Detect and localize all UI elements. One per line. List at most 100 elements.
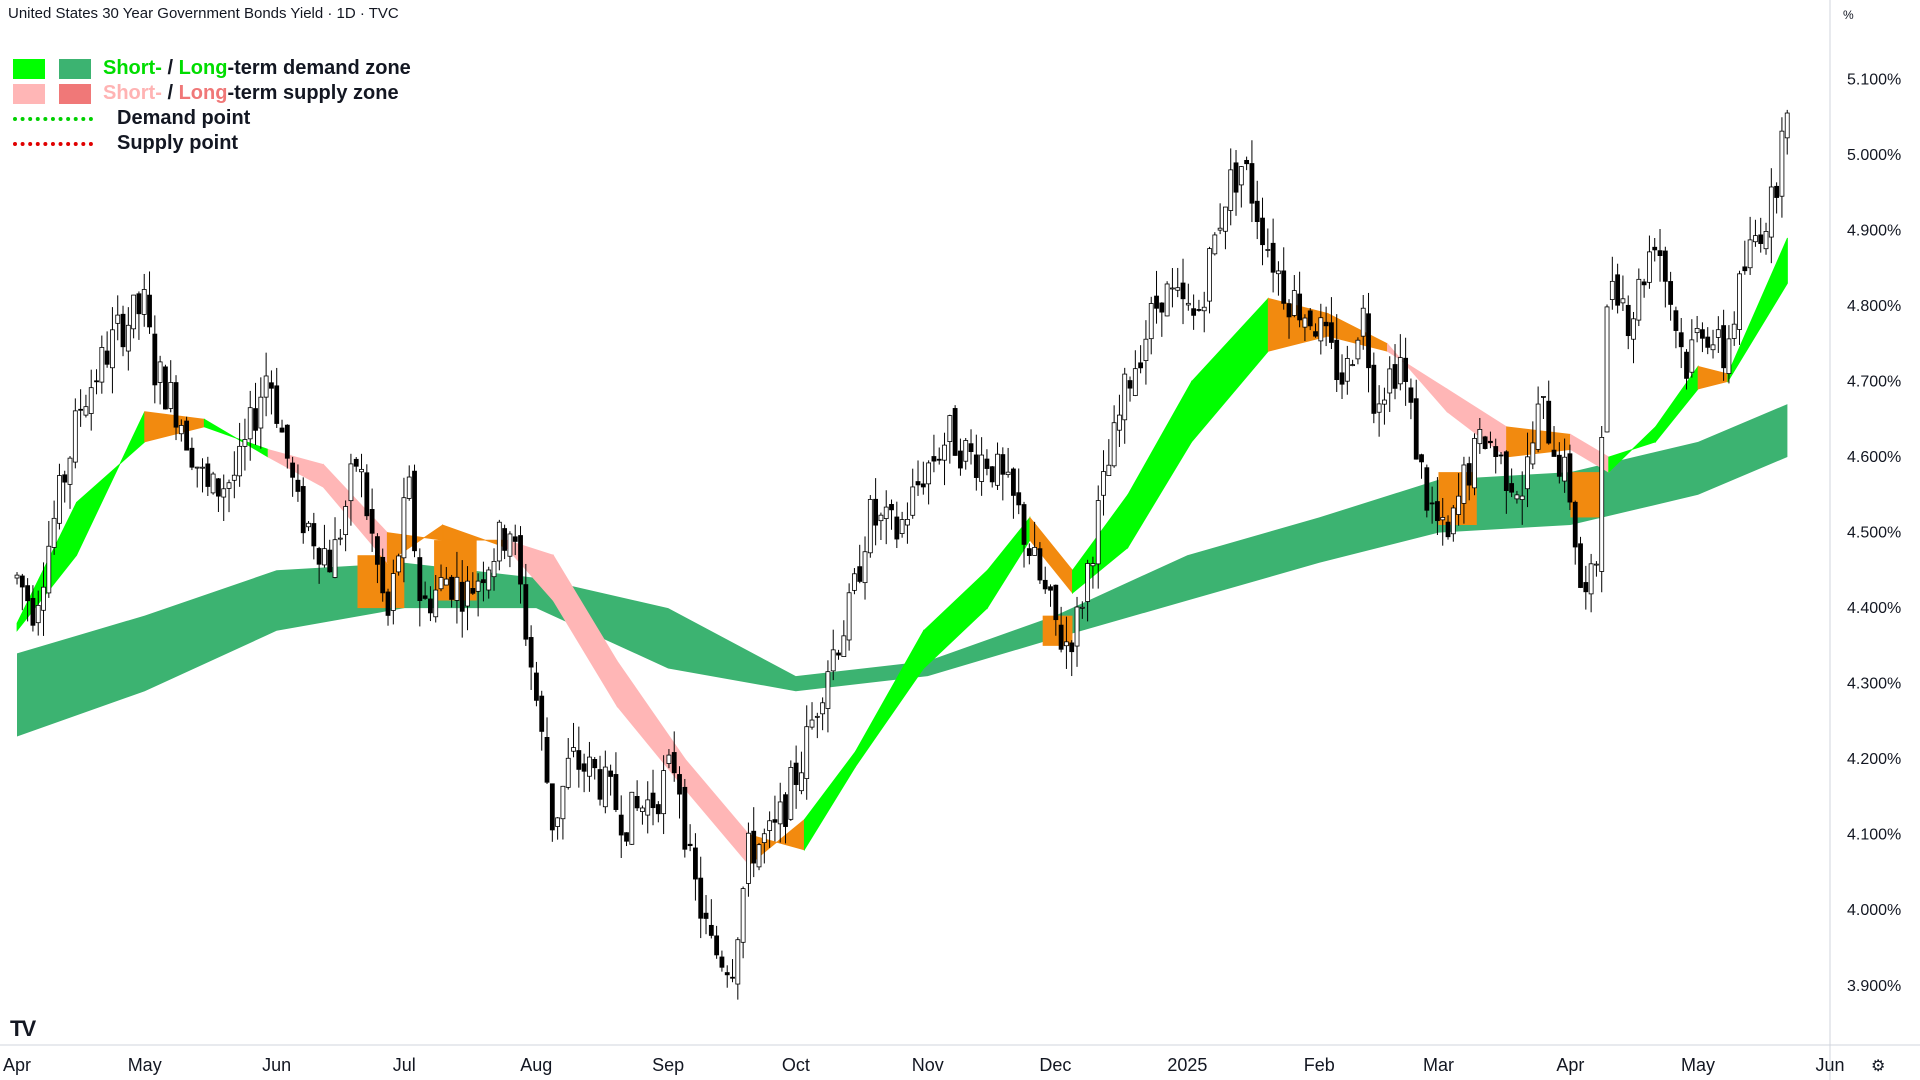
candle-up (51, 517, 57, 548)
y-tick-label: 4.700% (1847, 373, 1901, 390)
candle-up (72, 410, 78, 463)
candle-down (1466, 463, 1472, 486)
candle-down (1037, 548, 1043, 581)
candle-down (751, 830, 757, 864)
candle-up (348, 463, 354, 502)
candle-down (1721, 325, 1727, 369)
legend-supply-point: Supply point (13, 131, 411, 156)
candle-up (1397, 357, 1403, 385)
candle-up (1085, 563, 1091, 602)
candle-up (640, 807, 645, 812)
candle-down (1684, 351, 1689, 379)
candle-up (767, 820, 773, 831)
candle-up (1440, 517, 1446, 521)
candle-up (852, 573, 857, 591)
candle-up (1175, 287, 1181, 291)
x-tick-label: Mar (1423, 1055, 1454, 1075)
candle-down (189, 447, 195, 468)
candle-down (873, 498, 879, 526)
candle-down (205, 463, 211, 487)
candle-up (1376, 403, 1382, 413)
candle-down (152, 333, 158, 386)
candle-down (19, 575, 25, 588)
candle-down (682, 786, 688, 850)
candle-down (147, 294, 152, 328)
candle-up (1132, 368, 1138, 396)
candle-up (168, 382, 174, 409)
candle-up (846, 592, 852, 641)
candle-down (1053, 584, 1059, 621)
candle-up (1477, 429, 1483, 445)
candle-down (1026, 548, 1032, 557)
candle-down (1270, 242, 1276, 273)
candle-up (1064, 641, 1069, 647)
candle-down (375, 536, 380, 565)
candle-down (279, 427, 285, 433)
candle-down (613, 774, 619, 810)
candle-down (502, 528, 508, 551)
candle-up (41, 586, 46, 611)
candle-down (1551, 449, 1557, 457)
candle-down (295, 479, 301, 492)
candle-up (1514, 494, 1520, 500)
chart-title: United States 30 Year Government Bonds Y… (8, 5, 399, 22)
candle-down (936, 458, 942, 461)
candle-down (1705, 336, 1711, 348)
candle-down (512, 536, 518, 542)
candle-up (1747, 239, 1753, 269)
candle-down (1419, 454, 1424, 463)
candle-down (952, 408, 958, 456)
candle-up (1450, 507, 1456, 535)
candle-up (1530, 442, 1536, 465)
candle-up (433, 589, 439, 618)
candle-down (719, 956, 725, 968)
candle-up (1276, 270, 1281, 275)
y-tick-label: 5.000% (1847, 147, 1901, 164)
candle-down (353, 458, 359, 467)
candle-down (62, 474, 68, 483)
candle-up (947, 415, 953, 442)
x-tick-label: Feb (1304, 1055, 1335, 1075)
legend-supply-rest: -term supply zone (227, 82, 399, 104)
x-tick-label: Nov (912, 1055, 944, 1075)
short-term-demand-zone (1191, 297, 1269, 444)
candle-up (979, 454, 985, 482)
candle-up (1694, 328, 1700, 334)
candle-down (1678, 332, 1684, 348)
candle-down (120, 313, 126, 348)
x-tick-label: 2025 (1167, 1055, 1207, 1075)
candle-down (544, 737, 550, 783)
candle-up (814, 715, 820, 718)
candle-down (1154, 295, 1159, 309)
candle-up (1302, 317, 1308, 328)
short-term-demand-zone (1655, 365, 1699, 444)
candle-up (602, 766, 608, 808)
candle-down (783, 794, 788, 827)
candle-up (1599, 436, 1605, 572)
candle-up (926, 462, 932, 485)
legend: Short- / Long -term demand zone Short- /… (13, 56, 411, 156)
candle-down (25, 585, 31, 602)
candle-up (1768, 186, 1774, 238)
candle-up (1074, 606, 1080, 647)
candle-down (316, 548, 322, 565)
candle-up (1318, 317, 1324, 342)
candle-up (1350, 364, 1356, 367)
candle-up (1360, 307, 1366, 337)
candle-down (576, 750, 582, 770)
y-tick-label: 4.400% (1847, 600, 1901, 617)
candle-up (322, 548, 327, 566)
gear-icon[interactable]: ⚙ (1871, 1058, 1886, 1075)
candle-up (396, 555, 402, 573)
tradingview-logo[interactable]: TV (10, 1016, 36, 1041)
candle-up (777, 801, 783, 825)
candle-up (809, 719, 815, 728)
candle-up (1228, 169, 1234, 211)
x-tick-label: Dec (1039, 1055, 1071, 1075)
candle-down (1615, 274, 1621, 306)
candle-up (571, 747, 576, 752)
overlap-zone-block (1042, 615, 1073, 646)
candle-up (1090, 563, 1096, 567)
candle-down (216, 478, 221, 497)
